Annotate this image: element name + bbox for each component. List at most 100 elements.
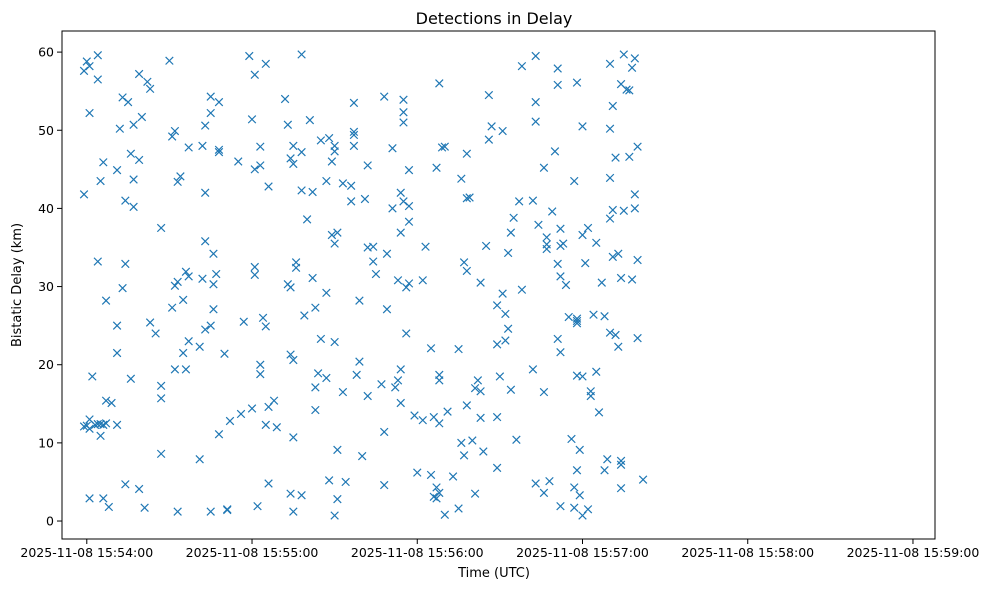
data-point-358 <box>633 255 642 265</box>
data-point-169 <box>346 197 356 206</box>
data-point-355 <box>630 204 640 213</box>
data-point-199 <box>396 365 405 374</box>
data-point-192 <box>388 204 397 213</box>
data-point-201 <box>399 108 408 117</box>
data-point-234 <box>457 438 466 448</box>
data-point-273 <box>528 365 538 374</box>
data-point-315 <box>581 258 590 268</box>
data-point-106 <box>256 142 265 151</box>
data-point-175 <box>355 357 364 366</box>
data-point-103 <box>247 115 257 124</box>
data-point-40 <box>145 84 155 94</box>
data-point-31 <box>126 149 136 158</box>
data-point-33 <box>129 202 138 212</box>
data-point-241 <box>462 401 472 410</box>
data-point-52 <box>156 223 166 233</box>
data-point-127 <box>297 50 306 59</box>
data-point-289 <box>553 334 562 344</box>
data-point-100 <box>247 404 257 413</box>
data-point-207 <box>404 201 414 211</box>
data-point-303 <box>570 176 579 186</box>
data-point-228 <box>440 142 450 151</box>
data-point-165 <box>338 179 348 188</box>
data-point-262 <box>501 309 510 319</box>
data-point-5 <box>88 372 97 381</box>
data-point-338 <box>611 153 620 162</box>
data-point-65 <box>178 295 188 305</box>
data-point-30 <box>123 97 133 107</box>
data-point-160 <box>333 228 342 237</box>
data-point-166 <box>341 477 350 487</box>
data-point-9 <box>85 424 94 434</box>
data-point-86 <box>206 108 215 118</box>
data-point-123 <box>286 154 295 163</box>
data-point-195 <box>393 276 403 285</box>
data-point-133 <box>286 350 295 359</box>
data-point-272 <box>517 61 527 71</box>
data-point-174 <box>355 296 364 305</box>
data-point-179 <box>360 194 370 204</box>
data-point-279 <box>534 220 543 230</box>
data-point-240 <box>462 149 472 158</box>
data-point-290 <box>556 347 565 357</box>
data-point-314 <box>578 230 587 240</box>
data-point-268 <box>509 213 518 223</box>
data-point-96 <box>225 416 235 426</box>
data-point-38 <box>137 112 147 122</box>
data-point-150 <box>322 176 331 186</box>
data-point-226 <box>435 79 444 88</box>
data-point-37 <box>134 155 144 165</box>
data-point-301 <box>567 434 576 444</box>
data-point-113 <box>256 369 265 379</box>
data-point-138 <box>289 507 298 516</box>
data-point-267 <box>506 385 516 394</box>
data-point-66 <box>181 267 191 276</box>
data-point-193 <box>391 383 400 392</box>
data-point-343 <box>619 206 629 215</box>
data-point-118 <box>264 182 273 191</box>
data-point-91 <box>214 430 224 439</box>
data-point-61 <box>184 143 193 152</box>
data-point-43 <box>112 321 122 330</box>
data-point-247 <box>476 387 485 396</box>
data-point-23 <box>101 396 111 405</box>
data-point-101 <box>245 51 254 61</box>
data-point-95 <box>220 349 229 358</box>
data-point-232 <box>454 504 463 513</box>
data-point-265 <box>503 248 513 258</box>
data-point-1 <box>79 190 89 199</box>
data-point-21 <box>93 257 103 266</box>
data-point-186 <box>379 427 389 437</box>
data-point-164 <box>330 511 339 520</box>
data-point-128 <box>297 186 306 195</box>
data-point-19 <box>96 176 105 186</box>
data-point-24 <box>107 398 116 408</box>
data-point-62 <box>167 303 177 312</box>
data-point-245 <box>473 376 483 385</box>
data-point-347 <box>616 483 626 493</box>
data-point-190 <box>382 249 392 258</box>
data-point-142 <box>308 187 317 197</box>
data-point-302 <box>570 483 579 492</box>
data-point-270 <box>514 197 524 206</box>
data-point-182 <box>368 257 378 266</box>
data-point-304 <box>572 78 582 87</box>
data-point-80 <box>209 305 218 314</box>
data-point-125 <box>289 141 298 151</box>
data-point-110 <box>258 313 268 323</box>
data-point-176 <box>352 370 361 380</box>
data-point-107 <box>261 59 271 69</box>
data-point-22 <box>101 296 111 305</box>
data-point-146 <box>311 383 320 392</box>
data-point-293 <box>556 224 565 233</box>
data-point-117 <box>264 479 273 488</box>
data-point-250 <box>479 447 488 456</box>
data-point-266 <box>506 228 516 237</box>
data-point-334 <box>608 101 618 111</box>
y-tick-label: 60 <box>38 45 54 60</box>
data-point-41 <box>118 283 127 293</box>
data-point-249 <box>476 413 485 423</box>
data-point-15 <box>96 431 105 441</box>
data-point-254 <box>487 122 496 131</box>
data-point-20 <box>99 158 108 167</box>
